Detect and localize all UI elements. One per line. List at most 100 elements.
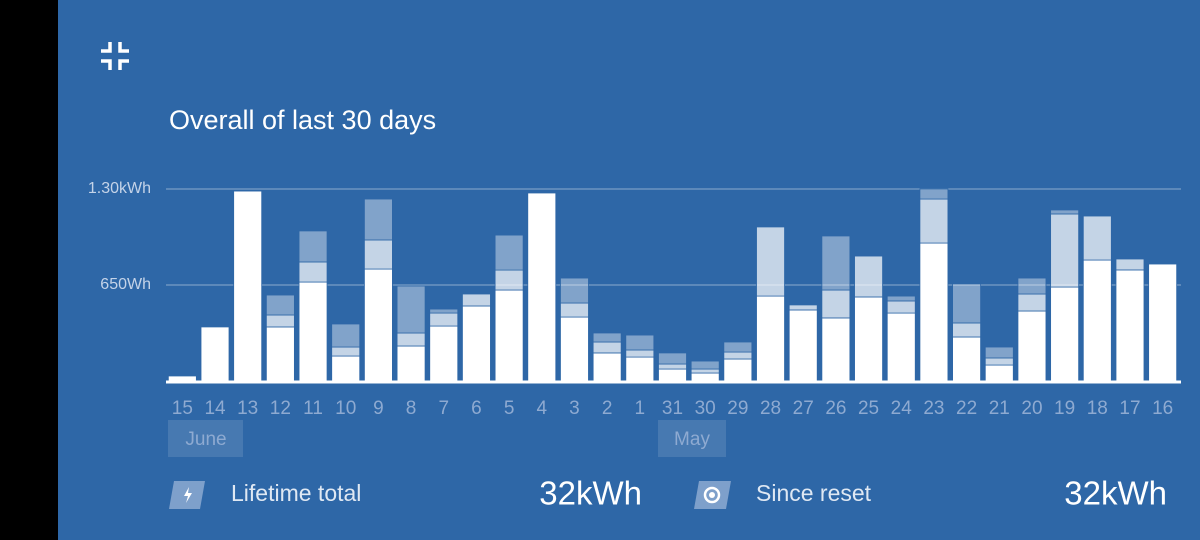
collapse-icon[interactable]	[101, 42, 129, 70]
x-tick-label: 7	[438, 398, 449, 419]
x-tick-label: 15	[172, 398, 193, 419]
bar-segment	[886, 295, 916, 302]
bar-segment	[396, 332, 426, 347]
bar-segment	[331, 346, 361, 357]
bar-segment	[331, 355, 361, 382]
bar-segment	[396, 345, 426, 382]
bar-segment	[298, 281, 328, 382]
bar-segment	[298, 261, 328, 283]
bar-segment	[1050, 286, 1080, 382]
y-tick-label: 1.30kWh	[88, 180, 151, 197]
bar-segment	[1148, 263, 1178, 382]
bar-segment	[625, 349, 655, 358]
bar-segment	[952, 336, 981, 382]
stat-value: 32kWh	[1064, 475, 1167, 512]
bar-segment	[854, 296, 883, 382]
bar-segment	[756, 226, 785, 297]
panel	[58, 0, 1200, 540]
x-tick-label: 31	[662, 398, 683, 419]
bar-segment	[1082, 215, 1112, 261]
bar-segment	[854, 255, 883, 298]
bar-segment	[429, 325, 459, 382]
bar-segment	[658, 363, 687, 370]
x-tick-label: 17	[1119, 398, 1140, 419]
x-tick-label: 23	[923, 398, 944, 419]
x-tick-label: 8	[406, 398, 417, 419]
x-tick-label: 29	[727, 398, 748, 419]
x-tick-label: 6	[471, 398, 482, 419]
bar-segment	[592, 332, 622, 343]
bar-segment	[690, 360, 720, 370]
x-tick-label: 27	[793, 398, 814, 419]
x-tick-label: 12	[270, 398, 291, 419]
bar-segment	[1050, 213, 1080, 288]
y-tick-label: 650Wh	[100, 276, 151, 293]
bar-segment	[625, 334, 655, 351]
bar-segment	[494, 234, 524, 271]
bar-segment	[364, 268, 393, 382]
reset-icon-dot	[709, 492, 715, 498]
bar-segment	[723, 341, 753, 353]
bar-segment	[364, 198, 393, 241]
x-tick-label: 14	[204, 398, 226, 419]
month-box	[168, 420, 243, 457]
bar-segment	[723, 351, 753, 360]
bar-segment	[788, 309, 818, 382]
x-tick-label: 2	[602, 398, 613, 419]
bar-segment	[1050, 209, 1080, 215]
bar-segment	[265, 326, 295, 382]
side-strip	[0, 0, 58, 540]
x-tick-label: 30	[695, 398, 716, 419]
lifetime-icon-bolt	[184, 487, 192, 503]
month-label: May	[674, 429, 710, 450]
bar-segment	[167, 375, 197, 382]
bar-segment	[298, 230, 328, 263]
bar-segment	[331, 323, 361, 348]
x-tick-label: 18	[1087, 398, 1108, 419]
x-tick-label: 28	[760, 398, 781, 419]
stat-label: Lifetime total	[231, 480, 361, 506]
bar-segment	[560, 277, 589, 304]
x-tick-label: 24	[891, 398, 913, 419]
bar-segment	[462, 293, 491, 307]
bar-segment	[984, 346, 1014, 359]
month-box	[658, 420, 726, 457]
bar-segment	[265, 314, 295, 328]
bar-segment	[560, 302, 589, 318]
bar-segment	[1017, 293, 1047, 312]
x-tick-label: 22	[956, 398, 977, 419]
bar-segment	[1115, 269, 1145, 382]
stat-value: 32kWh	[539, 475, 642, 512]
bar-segment	[756, 295, 785, 382]
x-tick-label: 19	[1054, 398, 1075, 419]
x-tick-label: 4	[537, 398, 548, 419]
bar-segment	[952, 283, 981, 324]
x-tick-label: 25	[858, 398, 879, 419]
x-tick-label: 21	[989, 398, 1010, 419]
x-tick-label: 13	[237, 398, 258, 419]
x-tick-label: 9	[373, 398, 384, 419]
bar-segment	[592, 341, 622, 354]
bar-segment	[886, 300, 916, 314]
reset-icon-ring	[703, 486, 721, 504]
bar-segment	[919, 188, 949, 200]
bar-segment	[821, 235, 851, 291]
chart-title: Overall of last 30 days	[169, 105, 436, 135]
x-tick-label: 20	[1021, 398, 1042, 419]
bar-segment	[1082, 259, 1112, 382]
bar-segment	[919, 198, 949, 244]
month-label: June	[185, 429, 226, 450]
bar-segment	[625, 356, 655, 382]
bar-segment	[658, 368, 687, 382]
bar-segment	[527, 192, 557, 382]
x-tick-label: 5	[504, 398, 515, 419]
bar-segment	[560, 316, 589, 382]
bar-segment	[821, 289, 851, 319]
x-tick-label: 11	[303, 398, 323, 419]
bar-segment	[1017, 310, 1047, 382]
bar-segment	[821, 317, 851, 382]
bar-segment	[984, 364, 1014, 382]
bar-segment	[462, 305, 491, 382]
bar-segment	[429, 308, 459, 314]
